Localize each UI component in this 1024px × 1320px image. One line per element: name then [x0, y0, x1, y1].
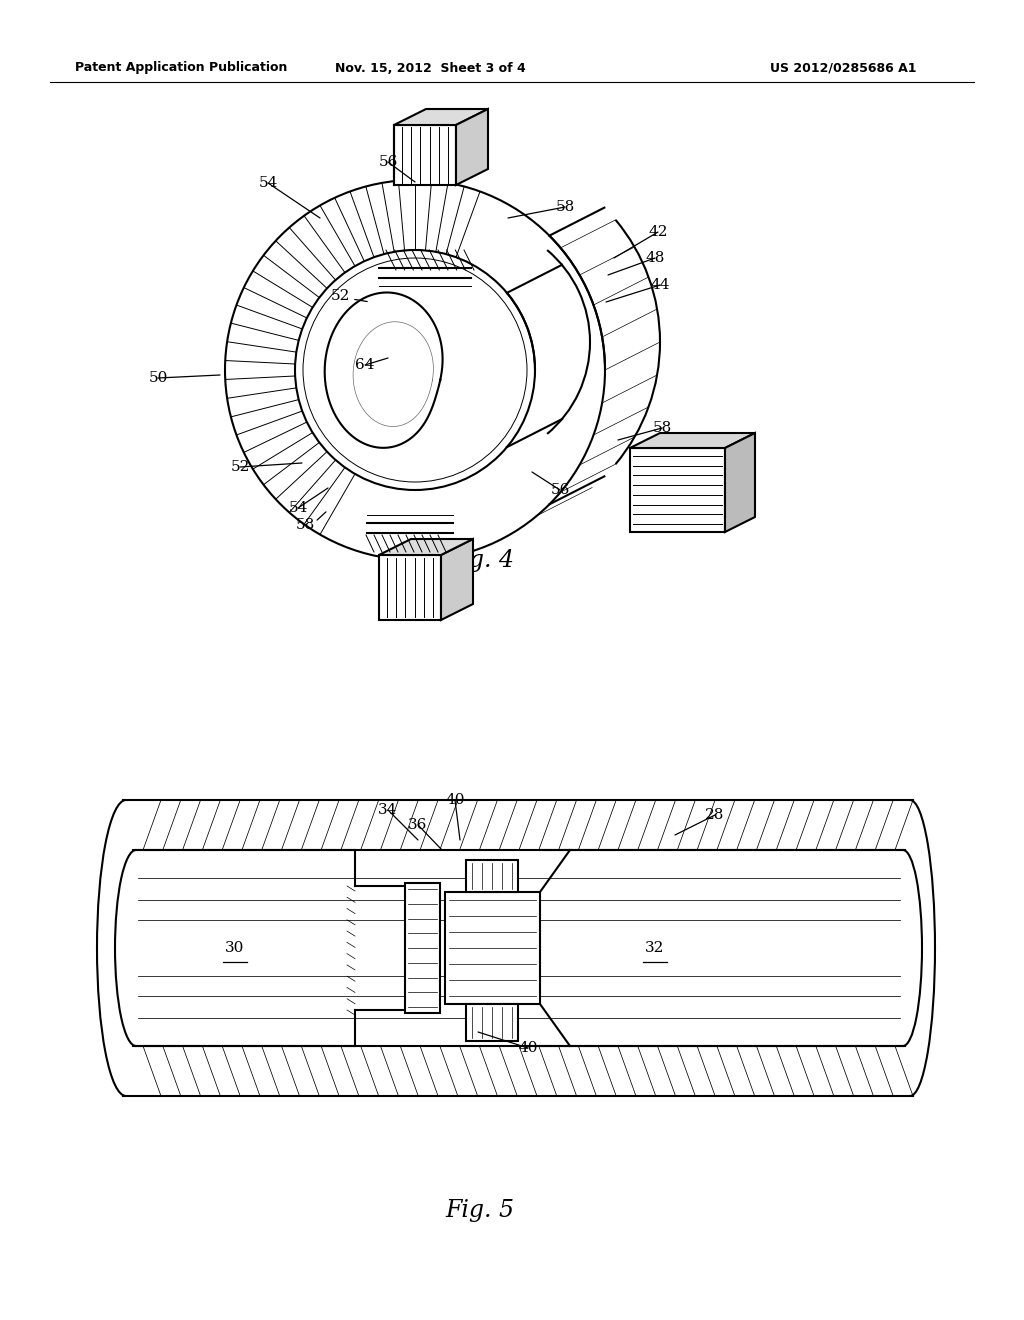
Text: Fig. 4: Fig. 4: [445, 549, 514, 572]
Text: 30: 30: [225, 941, 245, 954]
Polygon shape: [379, 554, 441, 620]
Text: 58: 58: [652, 421, 672, 436]
Text: 58: 58: [555, 201, 574, 214]
Polygon shape: [445, 892, 540, 1005]
Text: 34: 34: [378, 803, 397, 817]
Polygon shape: [630, 433, 755, 447]
Polygon shape: [456, 110, 488, 185]
Text: 42: 42: [648, 224, 668, 239]
Polygon shape: [630, 447, 725, 532]
Text: 58: 58: [295, 517, 314, 532]
Text: US 2012/0285686 A1: US 2012/0285686 A1: [770, 62, 916, 74]
Text: 40: 40: [445, 793, 465, 807]
Text: 28: 28: [706, 808, 725, 822]
Text: 54: 54: [258, 176, 278, 190]
Polygon shape: [379, 539, 473, 554]
Polygon shape: [406, 883, 440, 1012]
Text: 56: 56: [378, 154, 397, 169]
Text: 56: 56: [550, 483, 569, 498]
Polygon shape: [441, 539, 473, 620]
Polygon shape: [725, 433, 755, 532]
Text: 36: 36: [409, 818, 428, 832]
Text: 44: 44: [650, 279, 670, 292]
Polygon shape: [466, 1005, 518, 1041]
Text: 50: 50: [148, 371, 168, 385]
Text: 38: 38: [482, 941, 502, 954]
Text: Nov. 15, 2012  Sheet 3 of 4: Nov. 15, 2012 Sheet 3 of 4: [335, 62, 525, 74]
Text: 64: 64: [355, 358, 375, 372]
Text: Patent Application Publication: Patent Application Publication: [75, 62, 288, 74]
Text: 40: 40: [518, 1041, 538, 1055]
Text: 52: 52: [331, 289, 349, 304]
Text: 48: 48: [645, 251, 665, 265]
Text: 32: 32: [645, 941, 665, 954]
Text: Fig. 5: Fig. 5: [445, 1199, 514, 1221]
Text: 54: 54: [289, 502, 307, 515]
Text: 52: 52: [230, 459, 250, 474]
Polygon shape: [394, 125, 456, 185]
Polygon shape: [394, 110, 488, 125]
Polygon shape: [466, 861, 518, 892]
